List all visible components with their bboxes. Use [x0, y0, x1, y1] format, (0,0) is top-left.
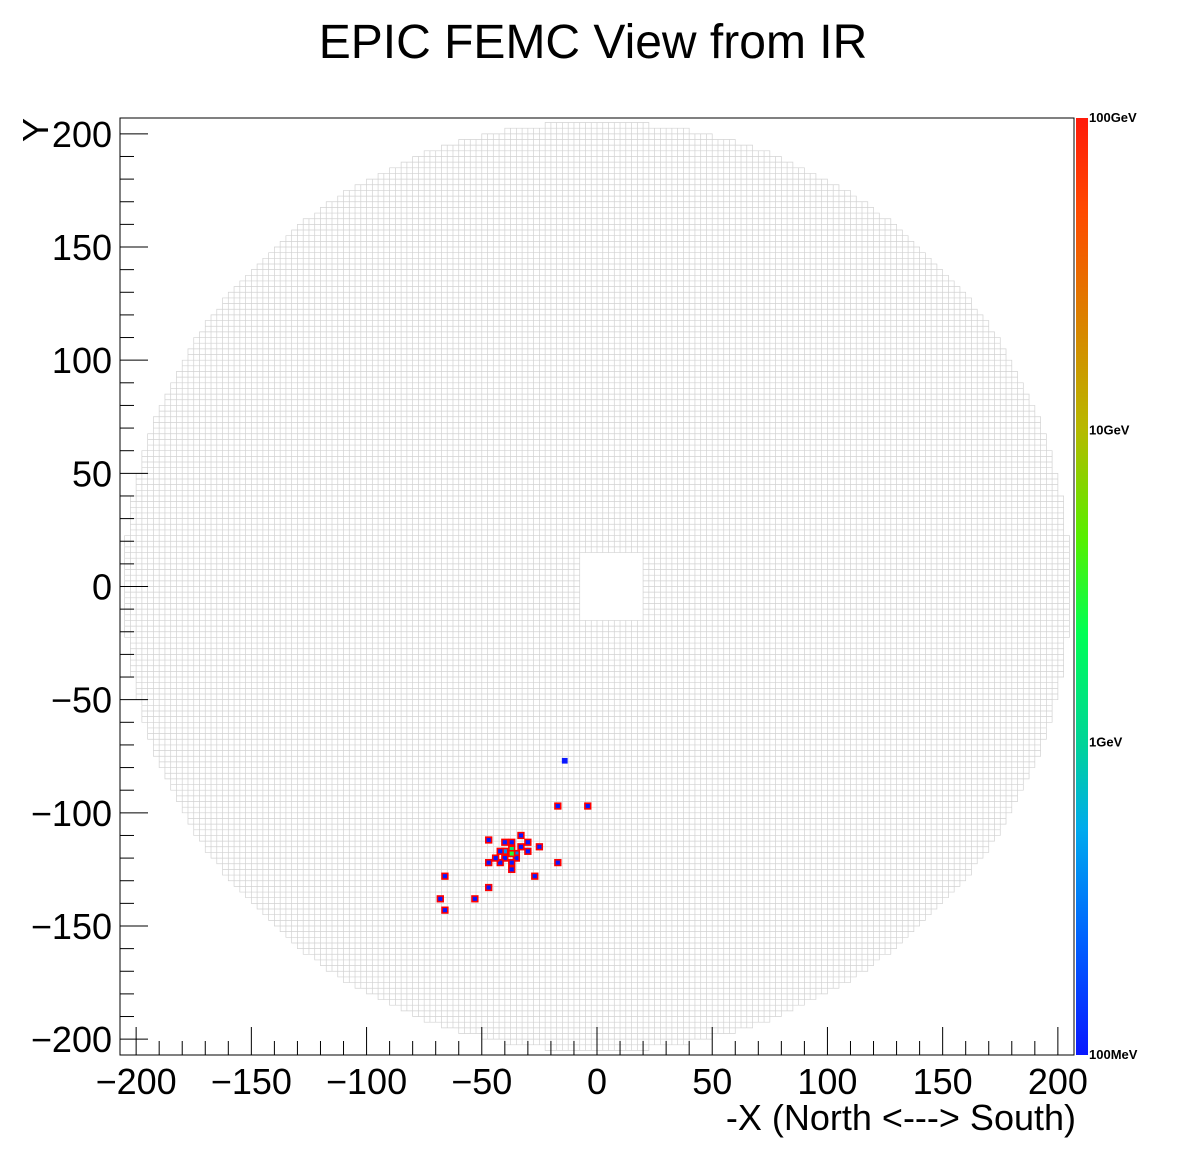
hit-cell — [508, 865, 516, 874]
y-tick-label: 0 — [92, 567, 112, 608]
colorbar — [1076, 118, 1088, 1055]
x-tick-label: 0 — [587, 1061, 607, 1102]
hit-cell — [501, 838, 509, 846]
hit-cell — [524, 838, 532, 846]
chart-title: EPIC FEMC View from IR — [319, 16, 868, 69]
hit-cell — [524, 847, 532, 855]
hit-cell — [501, 854, 509, 862]
colorbar-label: 100GeV — [1089, 110, 1137, 125]
hit-cell — [517, 831, 525, 840]
x-tick-label: −100 — [326, 1061, 407, 1102]
hit-cell — [561, 757, 568, 764]
hit-cell — [485, 836, 493, 844]
y-tick-label: −200 — [31, 1019, 112, 1060]
hit-cell — [436, 895, 444, 903]
hit-cell — [441, 906, 449, 914]
hit-cell — [471, 895, 479, 903]
y-tick-label: 200 — [52, 114, 112, 155]
y-tick-label: −100 — [31, 793, 112, 834]
x-tick-label: 200 — [1028, 1061, 1088, 1102]
hit-cells — [436, 757, 592, 914]
hit-cell — [508, 849, 516, 858]
hit-cell — [584, 802, 592, 810]
hit-cell — [554, 802, 562, 810]
x-tick-label: 150 — [913, 1061, 973, 1102]
detector-cells — [124, 122, 1070, 1051]
y-axis: −200 −150 −100 −50 0 50 100 150 200 — [31, 114, 148, 1060]
hit-cell — [531, 872, 539, 880]
hit-cell — [508, 858, 516, 867]
detector-cell-grid — [124, 122, 1070, 1051]
y-tick-label: 50 — [72, 453, 112, 494]
y-tick-label: 100 — [52, 340, 112, 381]
y-tick-label: −150 — [31, 906, 112, 947]
hit-cell — [491, 854, 500, 862]
hit-cell — [441, 872, 449, 880]
colorbar-label: 1GeV — [1089, 735, 1123, 750]
x-tick-label: −200 — [96, 1061, 177, 1102]
hit-cell — [496, 847, 504, 855]
colorbar-labels: 100GeV 10GeV 1GeV 100MeV — [1089, 110, 1138, 1062]
x-axis-title: -X (North <---> South) — [726, 1097, 1076, 1138]
hit-cell — [512, 854, 521, 862]
y-axis-title: Y — [15, 118, 56, 142]
y-tick-label: −50 — [51, 680, 112, 721]
hit-cell — [554, 858, 562, 867]
hit-cell — [485, 858, 493, 867]
hit-cell — [485, 883, 493, 892]
hit-cell — [517, 843, 525, 851]
x-tick-label: −150 — [211, 1061, 292, 1102]
y-tick-label: 150 — [52, 227, 112, 268]
colorbar-label: 100MeV — [1089, 1047, 1138, 1062]
x-tick-label: 100 — [797, 1061, 857, 1102]
hit-cell — [496, 858, 504, 867]
colorbar-label: 10GeV — [1089, 422, 1130, 437]
x-tick-label: 50 — [692, 1061, 732, 1102]
x-axis: −200 −150 −100 −50 0 50 100 150 200 — [96, 1027, 1088, 1102]
x-tick-label: −50 — [451, 1061, 512, 1102]
hit-cell — [508, 838, 516, 846]
hit-cell — [535, 843, 544, 851]
